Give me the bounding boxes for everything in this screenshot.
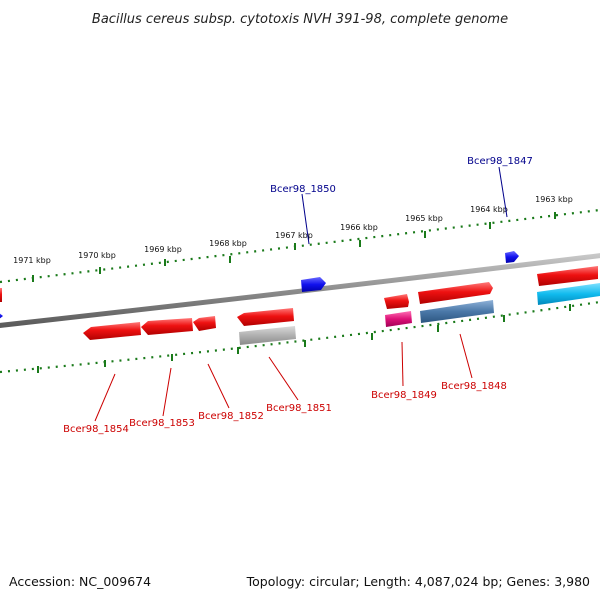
- leader-line-1854: [94, 373, 116, 422]
- scale-label: 1971 kbp: [13, 256, 51, 265]
- scale-label: 1963 kbp: [535, 195, 573, 204]
- leader-line-1849: [401, 341, 404, 387]
- genome-backbone: [0, 253, 600, 328]
- gene-bcer98-1848[interactable]: [420, 300, 494, 323]
- gene-bcer98-1851[interactable]: [237, 308, 294, 326]
- gene-label-1852[interactable]: Bcer98_1852: [198, 411, 264, 422]
- scale-label: 1966 kbp: [340, 223, 378, 232]
- gene-label-1847[interactable]: Bcer98_1847: [467, 156, 533, 167]
- gene-label-1850[interactable]: Bcer98_1850: [270, 184, 336, 195]
- gene-bcer98-1847[interactable]: [505, 251, 519, 263]
- inner-major-ticks: [37, 304, 571, 373]
- gene-forward[interactable]: [418, 282, 493, 304]
- gene-lower-cyan[interactable]: [537, 283, 600, 305]
- leader-line-1850: [301, 193, 310, 245]
- gene-label-1848[interactable]: Bcer98_1848: [441, 381, 507, 392]
- gene-forward[interactable]: [384, 294, 409, 309]
- leader-line-1852: [207, 363, 230, 409]
- accession-text: Accession: NC_009674: [9, 574, 151, 589]
- gene-bcer98-1853[interactable]: [141, 318, 193, 335]
- edge-gene[interactable]: [0, 288, 2, 302]
- gene-label-1853[interactable]: Bcer98_1853: [129, 418, 195, 429]
- scale-label: 1964 kbp: [470, 205, 508, 214]
- edge-gene[interactable]: [0, 312, 3, 320]
- scale-label: 1967 kbp: [275, 231, 313, 240]
- leader-line-1851: [268, 356, 299, 401]
- gene-bcer98-1849[interactable]: [385, 311, 412, 327]
- outer-major-ticks: [32, 212, 556, 282]
- gene-lower-gray[interactable]: [239, 326, 296, 345]
- leader-line-1853: [162, 367, 172, 417]
- gene-label-1851[interactable]: Bcer98_1851: [266, 403, 332, 414]
- leader-line-1847: [498, 166, 508, 218]
- gene-label-1854[interactable]: Bcer98_1854: [63, 424, 129, 435]
- gene-label-1849[interactable]: Bcer98_1849: [371, 390, 437, 401]
- leader-line-1848: [459, 333, 473, 379]
- genome-summary-text: Topology: circular; Length: 4,087,024 bp…: [246, 574, 590, 589]
- gene-bcer98-1852[interactable]: [193, 316, 216, 331]
- gene-forward[interactable]: [537, 266, 598, 286]
- scale-label: 1969 kbp: [144, 245, 182, 254]
- scale-label: 1970 kbp: [78, 251, 116, 260]
- scale-label: 1965 kbp: [405, 214, 443, 223]
- outer-scale-arc: [0, 208, 600, 284]
- gene-bcer98-1854[interactable]: [83, 322, 141, 340]
- gene-bcer98-1850[interactable]: [301, 277, 326, 292]
- genome-title: Bacillus cereus subsp. cytotoxis NVH 391…: [92, 12, 508, 27]
- scale-label: 1968 kbp: [209, 239, 247, 248]
